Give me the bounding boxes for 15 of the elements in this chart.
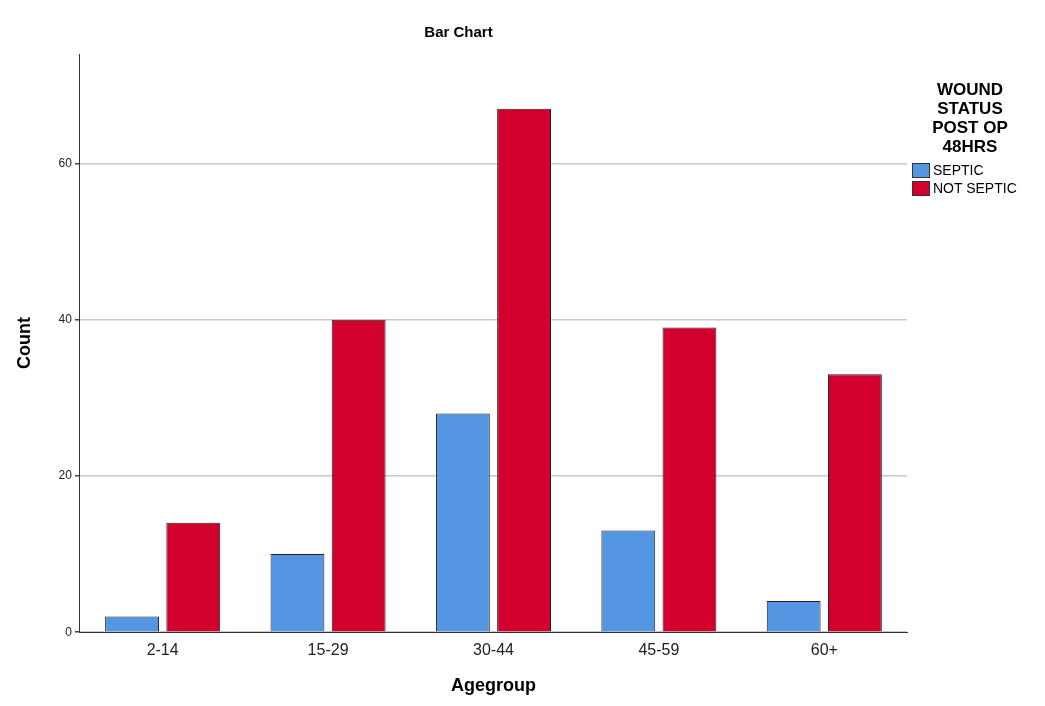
y-tick-label: 20 (58, 468, 73, 483)
legend-label: SEPTIC (933, 162, 984, 178)
x-axis-title: Agegroup (450, 675, 536, 696)
x-tick-label: 45-59 (638, 641, 680, 659)
x-tick-label: 30-44 (473, 641, 515, 659)
x-tick-label: 2-14 (146, 641, 179, 659)
y-tick-label: 0 (65, 624, 73, 639)
chart-title: Bar Chart (424, 23, 493, 41)
y-axis-title: Count (13, 317, 34, 370)
x-tick-label: 60+ (810, 641, 838, 659)
legend-label: NOT SEPTIC (933, 180, 1017, 196)
legend-title: WOUND STATUS POST OP 48HRS (931, 80, 1009, 156)
y-tick-label: 40 (58, 311, 73, 326)
x-tick-label: 15-29 (307, 641, 349, 659)
y-tick-label: 60 (58, 155, 73, 170)
